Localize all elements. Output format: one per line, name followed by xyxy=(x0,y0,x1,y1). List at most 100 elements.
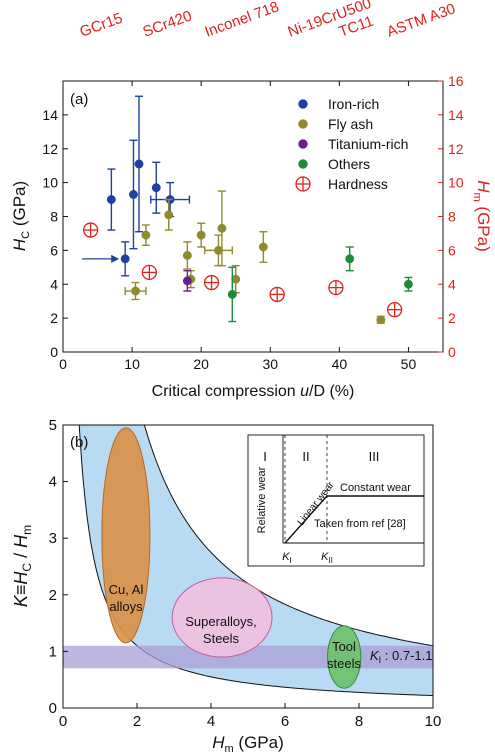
iron-rich-point xyxy=(134,159,144,169)
fly-ash-point xyxy=(164,210,174,220)
y-tick-label-right: 14 xyxy=(448,107,464,123)
y-axis-label-b: K≡HC / Hm xyxy=(11,525,34,607)
others-point xyxy=(404,279,413,289)
hardness-point xyxy=(82,222,99,238)
y-tick-label-right: 2 xyxy=(448,310,456,326)
fly-ash-point xyxy=(217,223,227,233)
y-tick-label-right: 12 xyxy=(448,141,464,157)
region-label-tool-steels: Tool steels xyxy=(327,639,361,671)
region-ellipse-1 xyxy=(171,577,273,658)
fly-ash-point xyxy=(182,251,192,260)
panel-b: 0 2 4 6 8 10 0 1 2 3 4 5 (b) Cu, Al alloys Superallo… xyxy=(11,417,442,755)
x-tick-label-b: 10 xyxy=(425,713,442,730)
hardness-point xyxy=(328,279,344,296)
material-regions xyxy=(63,427,433,689)
y-tick-label-b: 0 xyxy=(49,700,57,717)
x-tick-label-b: 8 xyxy=(355,713,363,730)
y-tick-label-b: 1 xyxy=(49,643,57,660)
x-tick-label-b: 6 xyxy=(281,713,289,730)
plot-frame-a xyxy=(62,80,444,353)
fly-ash-point xyxy=(258,242,268,252)
inset-region-i: I xyxy=(263,449,267,464)
panel-label-a: (a) xyxy=(70,91,88,108)
inset-wear-curve xyxy=(284,495,424,544)
legend-label-iron-rich: Iron-rich xyxy=(328,96,379,112)
others-point xyxy=(345,254,355,264)
iron-rich-point xyxy=(106,195,116,205)
top-label-astm: ASTM A30 xyxy=(385,0,458,40)
x-axis-label-a: Critical compression u/D (%) xyxy=(152,383,355,400)
panel-a: GCr15 SCr420 Inconel 718 Ni-19CrU500 TC1… xyxy=(10,0,493,400)
legend-marker-iron-rich xyxy=(298,99,308,109)
inset-wear-diagram: I II III Relative wear Linear wear Const… xyxy=(247,434,425,567)
iron-rich-point xyxy=(120,254,130,264)
x-tick-label-a: 20 xyxy=(193,356,209,372)
inset-y-label: Relative wear xyxy=(256,466,268,533)
inset-constant-label: Constant wear xyxy=(340,482,411,494)
y-tick-label-right: 10 xyxy=(448,175,464,191)
y-tick-label-left: 0 xyxy=(50,344,58,360)
inset-region-iii: III xyxy=(369,449,380,464)
titanium-rich-point xyxy=(182,276,192,286)
fly-ash-point xyxy=(231,274,241,284)
region-ellipse-2 xyxy=(327,625,362,689)
x-tick-label-b: 0 xyxy=(59,713,67,730)
x-tick-label-a: 30 xyxy=(262,356,278,372)
y-tick-label-left: 4 xyxy=(50,276,58,292)
x-axis-label-b: Hm (GPa) xyxy=(212,733,284,755)
y-tick-label-right: 16 xyxy=(448,73,464,89)
fly-ash-point xyxy=(141,230,151,240)
fly-ash-point xyxy=(131,286,140,296)
top-label-scr420: SCr420 xyxy=(141,7,195,40)
axes-a-ticks: 0 10 20 30 40 50 0 2 4 6 8 10 12 14 0 2 4 6 8 10 12 14 16 xyxy=(42,73,463,372)
y-tick-label-left: 8 xyxy=(50,209,58,225)
legend-marker-others xyxy=(298,159,308,169)
hardness-point xyxy=(386,302,403,318)
legend-marker-titanium-rich xyxy=(298,139,308,149)
y-tick-label-left: 6 xyxy=(50,242,58,258)
fly-ash-point xyxy=(214,245,223,255)
x-tick-label-a: 40 xyxy=(332,356,348,372)
region-label-superalloys: Superalloys, Steels xyxy=(185,614,257,646)
y-tick-label-left: 2 xyxy=(50,310,58,326)
y-tick-label-right: 0 xyxy=(448,344,456,360)
top-label-gcr15: GCr15 xyxy=(78,10,125,41)
iron-rich-point xyxy=(151,183,161,193)
inset-region-ii: II xyxy=(302,449,309,464)
legend-a: Iron-rich Fly ash Titanium-rich Others Hardn… xyxy=(295,96,408,192)
y-tick-label-right: 8 xyxy=(448,209,456,225)
y-tick-label-right: 4 xyxy=(448,276,456,292)
x-tick-label-a: 50 xyxy=(401,356,417,372)
band-lower-curve xyxy=(78,425,433,696)
x-tick-label-a: 10 xyxy=(124,356,140,372)
others-point xyxy=(227,289,237,299)
y-tick-label-b: 4 xyxy=(49,474,57,491)
region-ellipse-0 xyxy=(101,427,151,644)
plot-frame-b xyxy=(62,424,434,709)
hardness-point xyxy=(203,274,220,291)
iron-rich-point xyxy=(129,190,138,199)
legend-label-titanium-rich: Titanium-rich xyxy=(328,136,408,152)
y-tick-label-b: 2 xyxy=(49,587,57,604)
axes-b-ticks: 0 2 4 6 8 10 0 1 2 3 4 5 xyxy=(49,417,442,730)
y-axis-label-right: Hm (GPa) xyxy=(471,180,493,252)
y-tick-label-left: 14 xyxy=(42,107,58,123)
y-tick-label-b: 5 xyxy=(49,417,57,434)
legend-marker-hardness xyxy=(295,176,311,192)
ki-band-label: KI : 0.7-1.1 xyxy=(370,648,433,665)
inset-frame xyxy=(247,434,425,567)
x-tick-label-a: 0 xyxy=(59,356,67,372)
fly-ash-point xyxy=(376,315,386,325)
legend-label-fly-ash: Fly ash xyxy=(328,116,373,132)
fly-ash-point xyxy=(196,230,206,240)
x-tick-label-b: 2 xyxy=(133,713,141,730)
panel-label-b: (b) xyxy=(70,434,88,451)
inset-source-label: Taken from ref [28] xyxy=(314,518,406,530)
y-tick-label-left: 10 xyxy=(42,175,58,191)
y-axis-label-left: HC (GPa) xyxy=(10,181,32,251)
legend-label-hardness: Hardness xyxy=(328,176,388,192)
top-label-inconel: Inconel 718 xyxy=(203,0,282,41)
x-tick-label-b: 4 xyxy=(207,713,215,730)
hardness-point xyxy=(141,264,158,281)
